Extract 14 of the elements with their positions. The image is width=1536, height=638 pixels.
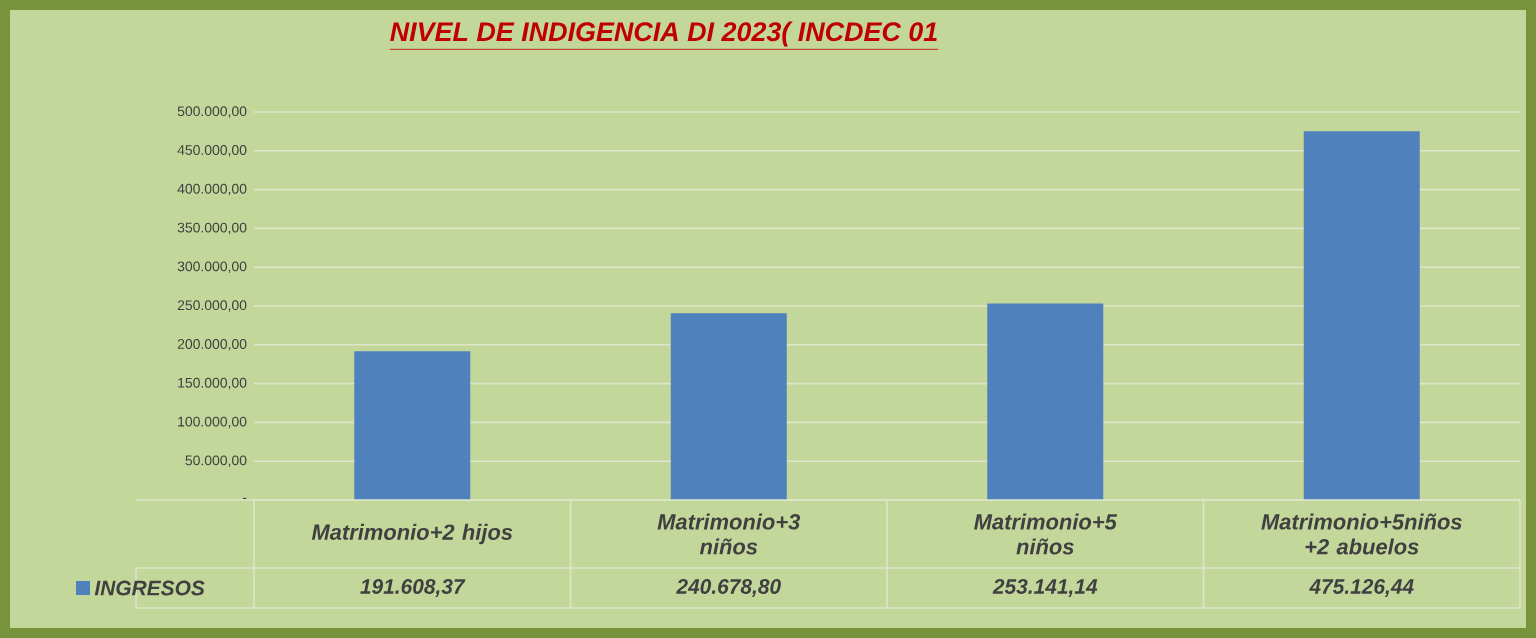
- legend-label: INGRESOS: [94, 580, 205, 596]
- data-label: 475.126,44: [1309, 579, 1414, 597]
- bar: [354, 351, 471, 500]
- bar: [987, 303, 1104, 500]
- x-tick-label: Matrimonio+2 hijos: [311, 523, 513, 545]
- bar: [670, 313, 787, 500]
- x-tick-label: Matrimonio+3 niños: [657, 513, 801, 555]
- x-tick-label: Matrimonio+5 niños: [974, 513, 1118, 555]
- data-label: 191.608,37: [360, 579, 466, 597]
- data-label: 253.141,14: [992, 579, 1098, 597]
- bar: [1303, 131, 1420, 500]
- x-tick-label: Matrimonio+5niños +2 abuelos: [1261, 513, 1462, 555]
- data-label: 240.678,80: [676, 579, 781, 597]
- chart-title: NIVEL DE INDIGENCIA DI 2023( INCDEC 01: [390, 21, 937, 47]
